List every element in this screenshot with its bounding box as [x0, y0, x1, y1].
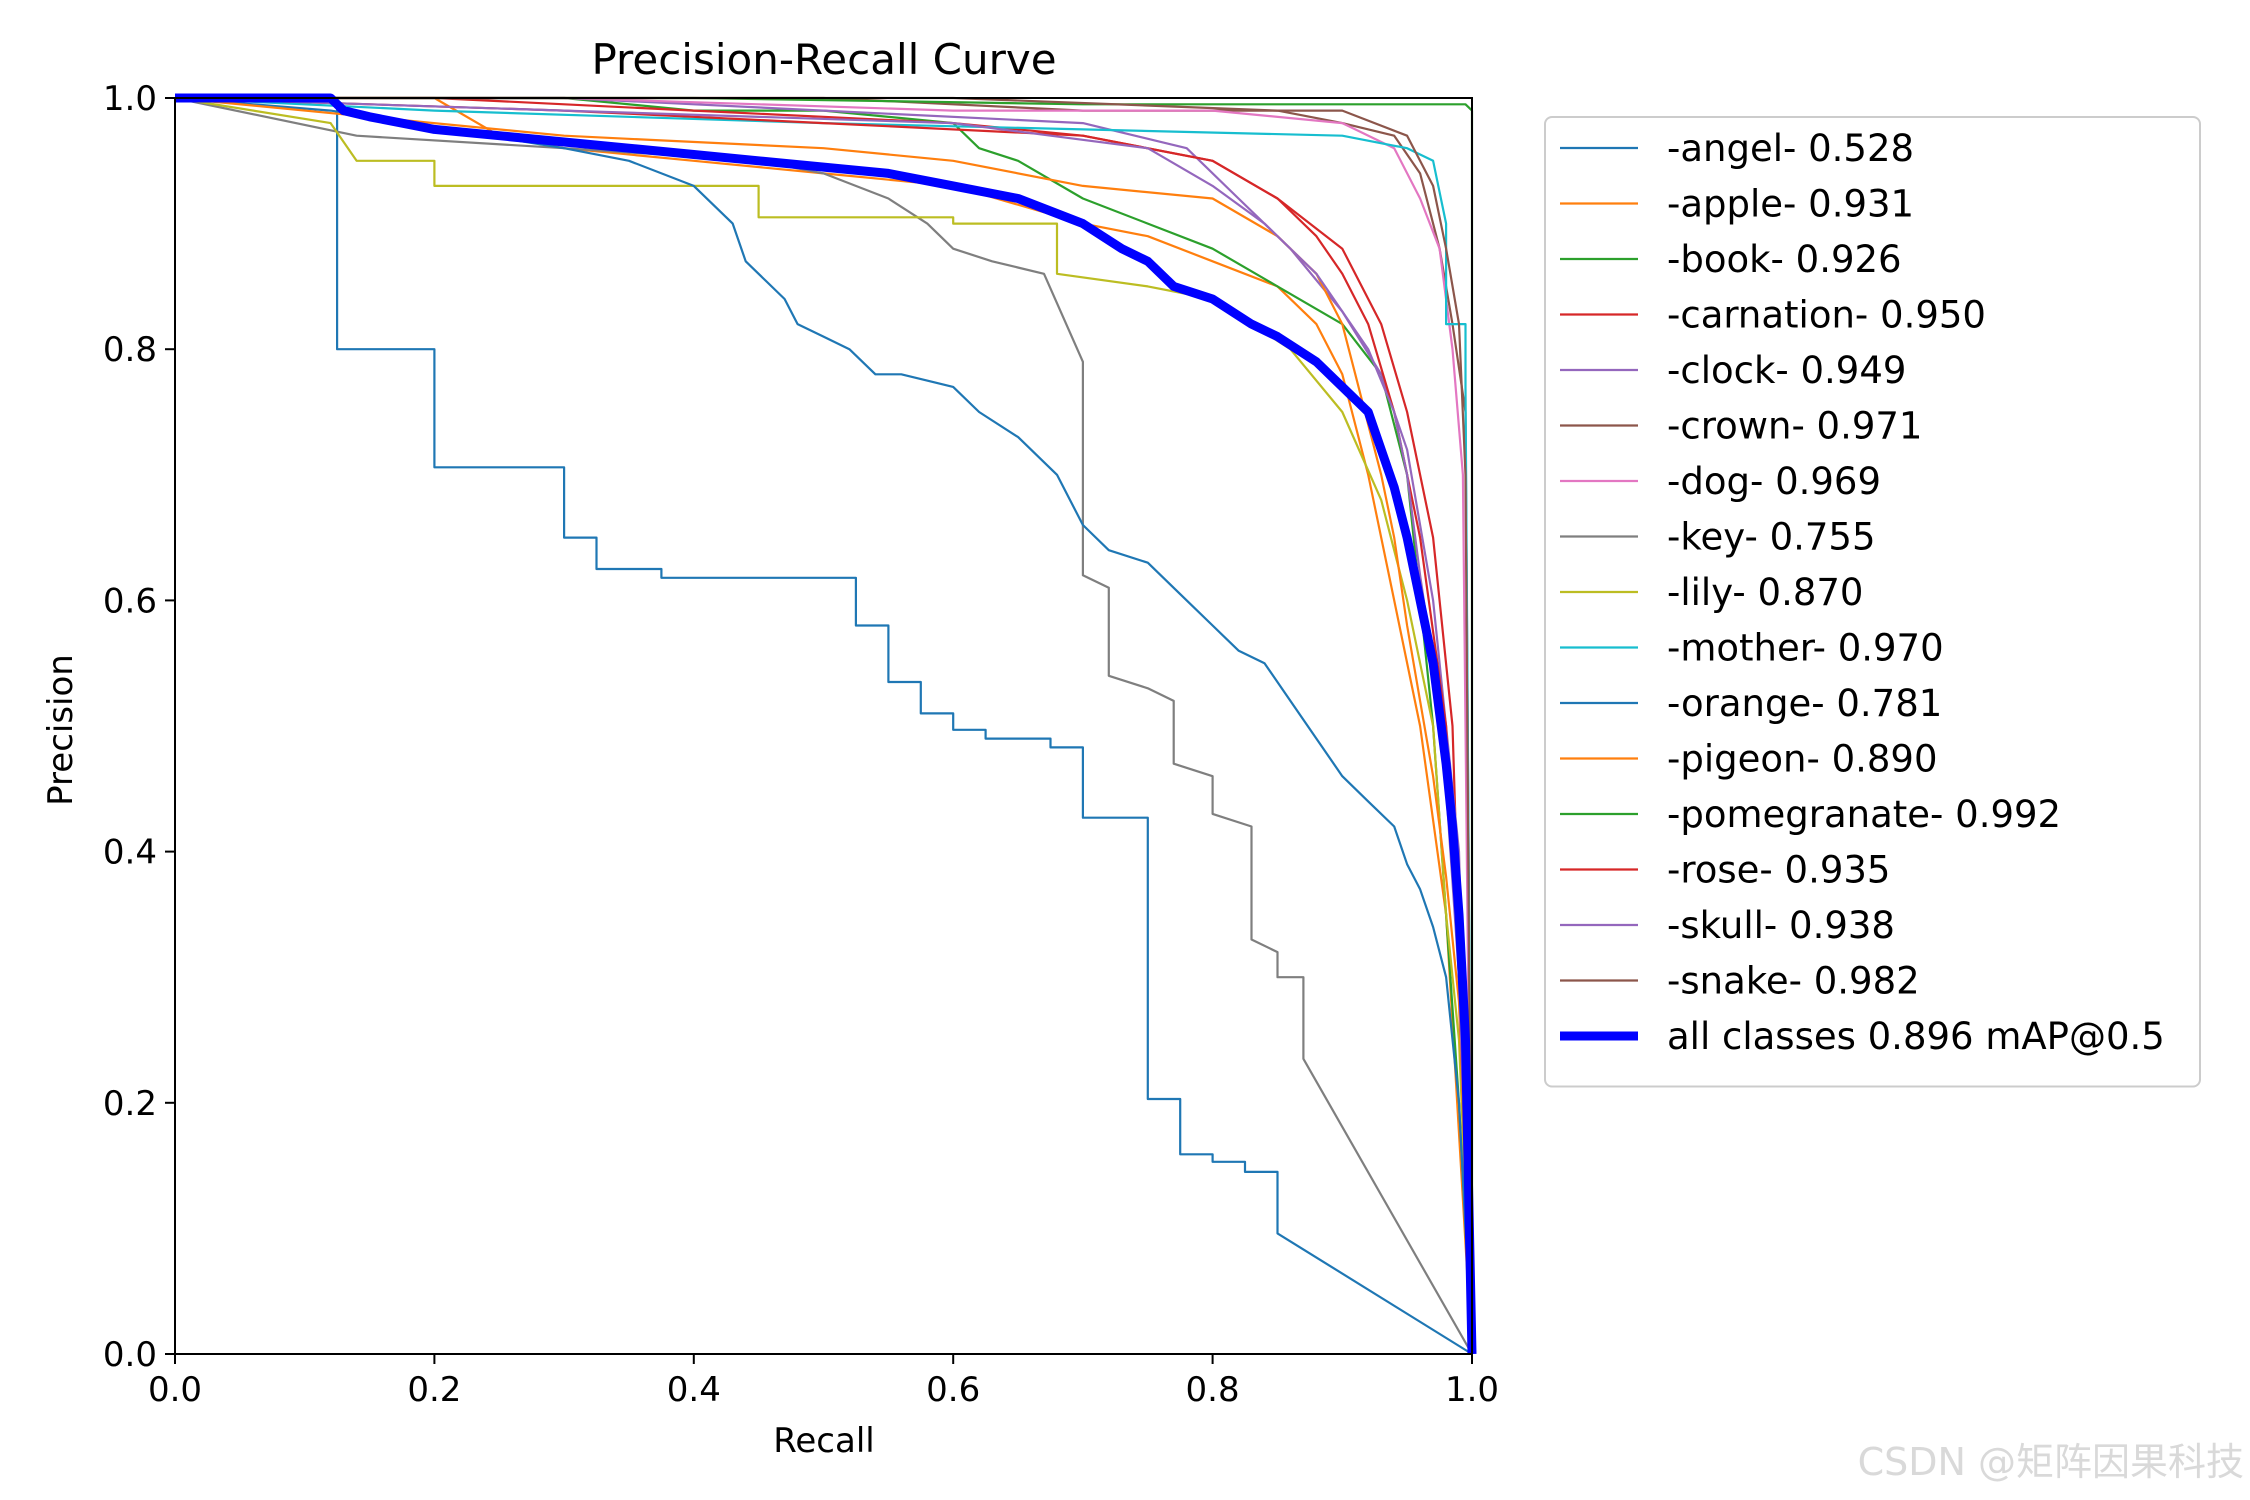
legend-label: -clock- 0.949: [1667, 349, 1906, 392]
legend-label: -pigeon- 0.890: [1667, 738, 1938, 781]
watermark: CSDN @矩阵因果科技: [1857, 1440, 2244, 1484]
legend-label: -book- 0.926: [1667, 238, 1902, 281]
legend-label: all classes 0.896 mAP@0.5: [1667, 1015, 2165, 1058]
series-line-7: [174, 96, 1473, 1355]
series-line-11: [174, 96, 1474, 1355]
legend-box: [1544, 116, 2201, 1088]
series-line-13: [174, 96, 1474, 1355]
y-axis-label: Precision: [41, 654, 81, 806]
legend-label: -apple- 0.931: [1667, 183, 1914, 226]
series-line-8: [174, 96, 1474, 1355]
x-tick-label: 0.2: [407, 1370, 461, 1410]
series-line-2: [175, 96, 1474, 1355]
legend-label: -pomegranate- 0.992: [1667, 793, 2061, 836]
y-tick-label: 0.8: [103, 330, 157, 370]
series-lines: [174, 93, 1477, 1355]
legend-label: -crown- 0.971: [1667, 405, 1922, 448]
legend-label: -orange- 0.781: [1667, 682, 1942, 725]
y-tick-label: 1.0: [103, 79, 157, 119]
plot-frame: [174, 97, 1473, 1355]
y-tick-label: 0.2: [103, 1084, 157, 1124]
legend-label: -snake- 0.982: [1667, 960, 1920, 1003]
y-tick-label: 0.4: [103, 833, 157, 873]
legend-label: -key- 0.755: [1667, 516, 1876, 559]
series-line-16: [175, 93, 1477, 1355]
y-tick-label: 0.0: [103, 1335, 157, 1375]
chart-title: Precision-Recall Curve: [591, 35, 1056, 84]
x-tick-label: 0.6: [926, 1370, 980, 1410]
x-tick-label: 0.8: [1186, 1370, 1240, 1410]
x-tick-label: 0.0: [148, 1370, 202, 1410]
series-line-0: [175, 96, 1473, 1355]
legend-label: -angel- 0.528: [1667, 127, 1914, 170]
legend-label: -rose- 0.935: [1667, 849, 1890, 892]
legend-label: -lily- 0.870: [1667, 571, 1863, 614]
legend-label: -skull- 0.938: [1667, 904, 1895, 947]
series-line-6: [175, 96, 1474, 1355]
x-tick-label: 1.0: [1445, 1370, 1499, 1410]
x-axis-label: Recall: [773, 1421, 874, 1461]
x-tick-label: 0.4: [667, 1370, 721, 1410]
legend: -angel- 0.528 -apple- 0.931 -book- 0.926 -c…: [1544, 116, 2201, 1088]
legend-label: -carnation- 0.950: [1667, 294, 1986, 337]
legend-label: -dog- 0.969: [1667, 460, 1881, 503]
axes: 0.0 0.2 0.4 0.6 0.8 1.0 0.0 0.2 0.4 0.6 0.8 1.0: [103, 79, 1499, 1410]
series-line-10: [174, 96, 1474, 1355]
legend-label: -mother- 0.970: [1667, 627, 1944, 670]
y-tick-label: 0.6: [103, 581, 157, 621]
